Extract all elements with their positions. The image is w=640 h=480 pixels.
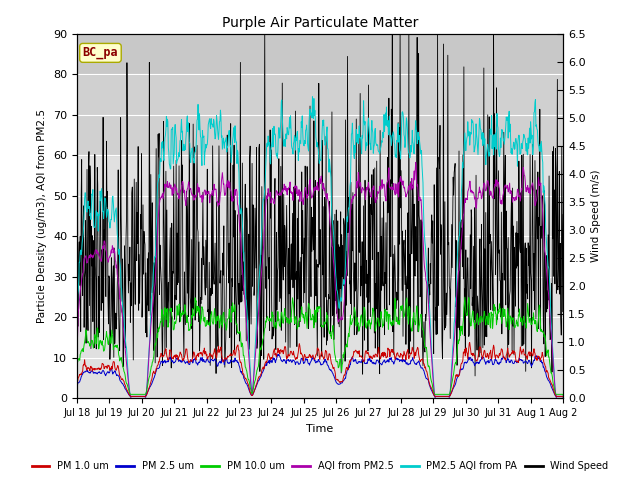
Y-axis label: Wind Speed (m/s): Wind Speed (m/s) [591,170,602,262]
Bar [77,155,563,398]
Y-axis label: Particle Density (ug/m3), AQI from PM2.5: Particle Density (ug/m3), AQI from PM2.5 [37,109,47,323]
Title: Purple Air Particulate Matter: Purple Air Particulate Matter [222,16,418,30]
Legend: PM 1.0 um, PM 2.5 um, PM 10.0 um, AQI from PM2.5, PM2.5 AQI from PA, Wind Speed: PM 1.0 um, PM 2.5 um, PM 10.0 um, AQI fr… [28,457,612,475]
X-axis label: Time: Time [307,424,333,433]
Bar [77,74,563,155]
Bar [77,34,563,74]
Text: BC_pa: BC_pa [83,47,118,60]
